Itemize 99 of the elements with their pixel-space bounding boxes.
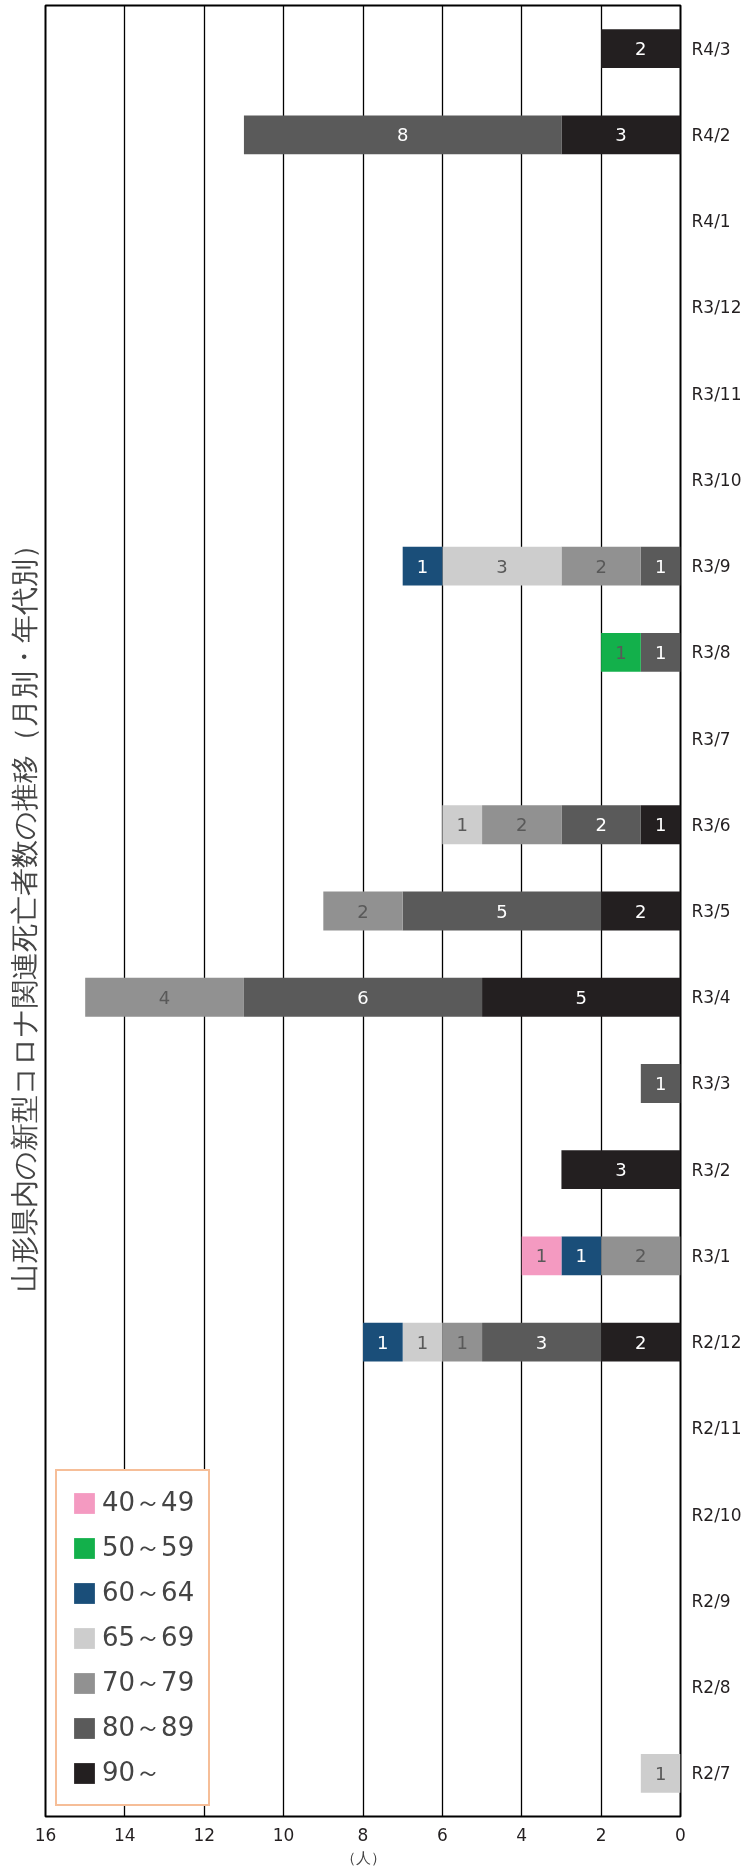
y-tick-label: R2/10 bbox=[691, 1504, 742, 1525]
bar bbox=[561, 1150, 681, 1190]
bar bbox=[601, 891, 681, 931]
y-tick-label: R3/10 bbox=[691, 469, 742, 490]
legend-label: 80～89 bbox=[102, 1711, 195, 1744]
bar bbox=[640, 632, 681, 672]
x-tick-label: 4 bbox=[516, 1824, 528, 1845]
data-label: 3 bbox=[615, 124, 627, 146]
x-tick-label: 8 bbox=[357, 1824, 369, 1845]
legend-label: 65～69 bbox=[102, 1621, 195, 1654]
bar bbox=[323, 891, 403, 931]
data-label: 3 bbox=[496, 555, 508, 577]
legend-label: 40～49 bbox=[102, 1486, 195, 1519]
bar bbox=[561, 115, 681, 155]
bar bbox=[640, 546, 681, 586]
bar bbox=[363, 1322, 403, 1362]
data-label: 1 bbox=[456, 814, 468, 836]
data-label: 5 bbox=[496, 900, 508, 922]
data-label: 1 bbox=[615, 641, 627, 663]
data-label: 2 bbox=[516, 814, 528, 836]
bar bbox=[601, 1322, 681, 1362]
data-label: 1 bbox=[575, 1245, 588, 1267]
data-label: 6 bbox=[357, 986, 369, 1008]
data-label: 1 bbox=[456, 1331, 468, 1353]
data-label: 2 bbox=[635, 1245, 647, 1267]
y-tick-label: R4/3 bbox=[691, 38, 731, 59]
bar bbox=[442, 546, 562, 586]
bar bbox=[482, 805, 562, 845]
bar bbox=[601, 1236, 681, 1276]
bar bbox=[561, 805, 641, 845]
bar bbox=[601, 632, 641, 672]
x-tick-label: 10 bbox=[272, 1824, 295, 1845]
data-label: 1 bbox=[654, 814, 667, 836]
bar bbox=[402, 546, 443, 586]
bar bbox=[442, 1322, 483, 1362]
y-tick-label: R3/5 bbox=[691, 901, 731, 921]
bar bbox=[402, 1322, 443, 1362]
x-tick-label: 0 bbox=[675, 1824, 686, 1845]
data-label: 2 bbox=[595, 814, 607, 836]
bar bbox=[402, 891, 602, 931]
bar bbox=[85, 977, 244, 1017]
data-label: 2 bbox=[635, 38, 647, 60]
y-tick-label: R3/4 bbox=[691, 987, 731, 1008]
y-tick-label: R3/11 bbox=[691, 383, 742, 404]
data-label: 1 bbox=[416, 1331, 429, 1353]
data-label: 4 bbox=[158, 986, 171, 1008]
x-tick-label: 16 bbox=[34, 1824, 57, 1845]
x-axis-title: （人） bbox=[340, 1848, 386, 1867]
bar bbox=[601, 29, 681, 69]
bar bbox=[482, 977, 681, 1017]
data-label: 2 bbox=[635, 900, 647, 922]
y-tick-label: R3/12 bbox=[691, 297, 742, 318]
x-tick-label: 14 bbox=[114, 1824, 136, 1845]
x-tick-label: 12 bbox=[193, 1824, 216, 1845]
data-label: 1 bbox=[416, 555, 429, 577]
bar bbox=[442, 805, 483, 845]
legend-label: 50～59 bbox=[102, 1531, 195, 1564]
data-label: 3 bbox=[535, 1331, 548, 1353]
data-label: 2 bbox=[357, 900, 369, 922]
y-tick-label: R2/7 bbox=[691, 1763, 731, 1784]
text: 山形県内の新型コロナ関連死亡者数の推移（月別・年代別） bbox=[7, 530, 41, 1292]
data-label: 1 bbox=[654, 1072, 667, 1094]
bar bbox=[243, 977, 483, 1017]
data-label: 2 bbox=[595, 555, 607, 577]
data-label: 1 bbox=[535, 1245, 548, 1267]
bar bbox=[561, 546, 641, 586]
y-tick-label: R3/3 bbox=[691, 1073, 731, 1094]
bar bbox=[482, 1322, 602, 1362]
bar bbox=[243, 115, 562, 155]
data-label: 5 bbox=[575, 986, 588, 1008]
data-label: 8 bbox=[396, 124, 409, 146]
y-tick-label: R3/7 bbox=[691, 728, 731, 749]
y-tick-label: R3/8 bbox=[691, 642, 731, 663]
data-label: 1 bbox=[377, 1331, 389, 1353]
bar bbox=[640, 1753, 681, 1793]
bar bbox=[561, 1236, 602, 1276]
legend-label: 60～64 bbox=[102, 1576, 195, 1609]
y-tick-label: R2/12 bbox=[691, 1332, 742, 1353]
y-tick-label: R3/1 bbox=[691, 1245, 731, 1266]
data-label: 1 bbox=[654, 555, 667, 577]
y-tick-label: R2/9 bbox=[691, 1590, 731, 1611]
y-tick-label: R2/11 bbox=[691, 1418, 742, 1439]
x-tick-label: 2 bbox=[595, 1824, 607, 1845]
legend-label: 90～ bbox=[102, 1756, 162, 1789]
data-label: 3 bbox=[615, 1159, 627, 1181]
bar bbox=[640, 805, 681, 845]
y-tick-label: R3/6 bbox=[691, 814, 731, 835]
bar bbox=[640, 1064, 681, 1103]
y-tick-label: R3/9 bbox=[691, 556, 731, 577]
y-tick-label: R4/2 bbox=[691, 124, 731, 145]
y-tick-label: R3/2 bbox=[691, 1159, 731, 1180]
data-label: 1 bbox=[654, 1762, 667, 1784]
legend-label: 70～79 bbox=[102, 1666, 195, 1699]
y-tick-label: R2/8 bbox=[691, 1677, 731, 1698]
data-label: 2 bbox=[635, 1331, 647, 1353]
y-tick-label: R4/1 bbox=[691, 211, 731, 232]
data-label: 1 bbox=[654, 641, 667, 663]
bar bbox=[521, 1236, 562, 1276]
x-tick-label: 6 bbox=[436, 1824, 448, 1845]
